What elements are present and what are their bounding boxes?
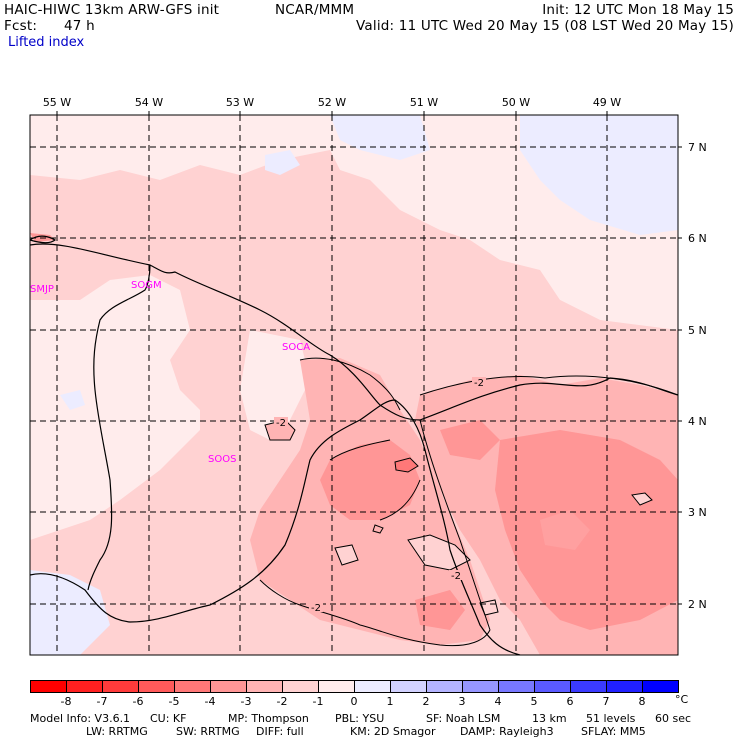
surface-scheme: SF: Noah LSM [426, 712, 501, 725]
colorbar-swatch [354, 680, 391, 693]
vertical-levels: 51 levels [586, 712, 636, 725]
lat-label: 2 N [688, 598, 707, 611]
contour-label: -2 [311, 603, 321, 614]
colorbar-swatch [210, 680, 247, 693]
model-info: Model Info: V3.6.1 [30, 712, 131, 725]
lon-label: 53 W [226, 96, 254, 109]
longwave-scheme: LW: RRTMG [86, 725, 148, 738]
grid-resolution: 13 km [532, 712, 567, 725]
cumulus-scheme: CU: KF [150, 712, 187, 725]
colorbar-tick-label: 0 [350, 695, 358, 708]
colorbar-tick-label: 3 [458, 695, 466, 708]
forecast-label: Fcst: [4, 18, 38, 34]
colorbar-tick-label: -6 [132, 695, 144, 708]
pbl-scheme: PBL: YSU [335, 712, 385, 725]
diffusion-option: DIFF: full [256, 725, 304, 738]
lon-label: 49 W [593, 96, 621, 109]
colorbar-swatch [318, 680, 355, 693]
lat-label: 6 N [688, 232, 707, 245]
lon-label: 55 W [43, 96, 71, 109]
colorbar-tick-label: -2 [276, 695, 288, 708]
organization-label: NCAR/MMM [275, 2, 355, 18]
valid-time: Valid: 11 UTC Wed 20 May 15 (08 LST Wed … [356, 18, 734, 34]
lat-label: 5 N [688, 324, 707, 337]
colorbar-tick-label: 8 [638, 695, 646, 708]
microphysics-scheme: MP: Thompson [228, 712, 309, 725]
contour-label: -2 [474, 378, 484, 389]
lon-label: 52 W [318, 96, 346, 109]
map-frame [29, 114, 679, 656]
station-label: SOOS [208, 454, 236, 465]
colorbar-tick-label: 4 [494, 695, 502, 708]
colorbar-tick-label: 1 [386, 695, 394, 708]
colorbar-tick-label: -3 [240, 695, 252, 708]
time-step: 60 sec [655, 712, 692, 725]
colorbar-swatch [606, 680, 643, 693]
colorbar-tick-label: -1 [312, 695, 324, 708]
colorbar-unit: °C [675, 693, 689, 706]
axis-ticks [56, 111, 682, 605]
colorbar-tick-label: 2 [422, 695, 430, 708]
shaded-field [30, 115, 678, 655]
station-label: SOGM [131, 280, 162, 291]
shortwave-scheme: SW: RRTMG [176, 725, 240, 738]
graticule [30, 115, 678, 655]
lat-label: 4 N [688, 415, 707, 428]
colorbar-swatch [534, 680, 571, 693]
colorbar-swatch [462, 680, 499, 693]
colorbar-swatch [174, 680, 211, 693]
km-option: KM: 2D Smagor [350, 725, 436, 738]
colorbar-swatch [102, 680, 139, 693]
colorbar-swatch [390, 680, 427, 693]
field-name: Lifted index [8, 35, 85, 50]
colorbar-swatch [66, 680, 103, 693]
colorbar-swatch [30, 680, 67, 693]
damping-option: DAMP: Rayleigh3 [460, 725, 554, 738]
colorbar-swatch [498, 680, 535, 693]
surface-layer-option: SFLAY: MM5 [581, 725, 646, 738]
model-title: HAIC-HIWC 13km ARW-GFS init [4, 2, 220, 18]
colorbar-tick-label: 7 [602, 695, 610, 708]
colorbar-tick-label: -7 [96, 695, 108, 708]
forecast-hour: 47 h [64, 18, 95, 34]
colorbar-tick-label: -5 [168, 695, 180, 708]
station-label: SOCA [282, 342, 310, 353]
lat-label: 7 N [688, 141, 707, 154]
colorbar-tick-label: -8 [60, 695, 72, 708]
colorbar-swatch [282, 680, 319, 693]
colorbar-swatch [426, 680, 463, 693]
colorbar-swatch [138, 680, 175, 693]
contour-label: -2 [276, 418, 286, 429]
colorbar-swatch [570, 680, 607, 693]
station-label: SMJP [30, 284, 54, 295]
colorbar-tick-label: 5 [530, 695, 538, 708]
lon-label: 50 W [502, 96, 530, 109]
colorbar-tick-label: -4 [204, 695, 216, 708]
colorbar-tick-label: 6 [566, 695, 574, 708]
init-time: Init: 12 UTC Mon 18 May 15 [542, 2, 734, 18]
lon-label: 51 W [410, 96, 438, 109]
coastline-borders [29, 235, 679, 656]
colorbar-swatch [642, 680, 679, 693]
lon-label: 54 W [135, 96, 163, 109]
lat-label: 3 N [688, 506, 707, 519]
contour-label: -2 [451, 571, 461, 582]
colorbar-swatch [246, 680, 283, 693]
